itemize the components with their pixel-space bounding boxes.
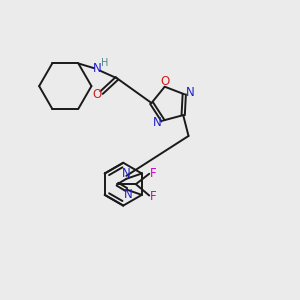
Text: F: F xyxy=(150,167,157,180)
Text: O: O xyxy=(93,88,102,101)
Text: N: N xyxy=(186,85,195,99)
Text: O: O xyxy=(160,75,169,88)
Text: N: N xyxy=(122,167,131,180)
Text: N: N xyxy=(92,62,101,75)
Text: H: H xyxy=(101,58,109,68)
Text: N: N xyxy=(153,116,161,129)
Text: F: F xyxy=(150,190,157,202)
Text: N: N xyxy=(123,188,132,201)
